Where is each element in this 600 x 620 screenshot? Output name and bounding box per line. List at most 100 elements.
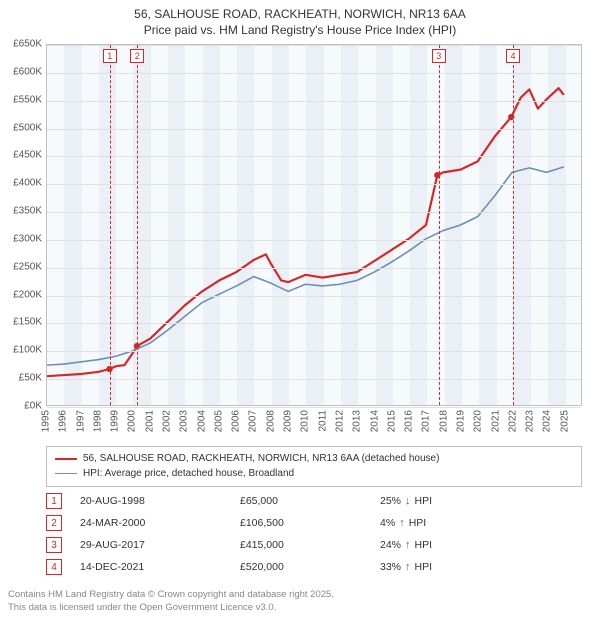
footer-line-2: This data is licensed under the Open Gov…: [8, 602, 334, 614]
y-tick-label: £300K: [13, 233, 42, 244]
x-tick-label: 2024: [542, 410, 553, 432]
chart-title: 56, SALHOUSE ROAD, RACKHEATH, NORWICH, N…: [0, 0, 600, 38]
event-date: 14-DEC-2021: [80, 561, 240, 573]
event-date: 24-MAR-2000: [80, 517, 240, 529]
gridline-horizontal: [47, 73, 581, 74]
arrow-up-icon: ↑: [405, 539, 411, 551]
footer-line-1: Contains HM Land Registry data © Crown c…: [8, 589, 334, 601]
x-tick-label: 2013: [352, 410, 363, 432]
event-row-marker: 2: [46, 515, 62, 531]
event-date: 29-AUG-2017: [80, 539, 240, 551]
gridline-horizontal: [47, 323, 581, 324]
x-tick-label: 2006: [231, 410, 242, 432]
x-axis: 1995199619971998199920002001200220032004…: [46, 406, 582, 446]
x-tick-label: 2018: [438, 410, 449, 432]
event-price: £106,500: [240, 517, 380, 529]
event-delta-pct: 25%: [380, 495, 401, 507]
x-tick-label: 1997: [75, 410, 86, 432]
y-tick-label: £350K: [13, 206, 42, 217]
event-delta: 4% ↑ HPI: [380, 517, 426, 529]
event-row: 120-AUG-1998£65,00025%↓HPI: [46, 490, 582, 512]
event-marker-box: 3: [432, 49, 446, 63]
x-tick-label: 2009: [283, 410, 294, 432]
gridline-horizontal: [47, 240, 581, 241]
x-tick-label: 2000: [127, 410, 138, 432]
gridline-horizontal: [47, 351, 581, 352]
event-vs-label: HPI: [409, 517, 427, 529]
x-tick-label: 2010: [300, 410, 311, 432]
x-tick-label: 2004: [196, 410, 207, 432]
x-tick-label: 1995: [41, 410, 52, 432]
x-tick-label: 2001: [144, 410, 155, 432]
event-date: 20-AUG-1998: [80, 495, 240, 507]
event-vertical-line: [513, 45, 514, 405]
y-tick-label: £550K: [13, 94, 42, 105]
event-delta: 25% ↓ HPI: [380, 495, 432, 507]
title-line-2: Price paid vs. HM Land Registry's House …: [0, 22, 600, 38]
x-tick-label: 2022: [507, 410, 518, 432]
event-vertical-line: [137, 45, 138, 405]
footer-attribution: Contains HM Land Registry data © Crown c…: [8, 589, 334, 614]
y-tick-label: £200K: [13, 289, 42, 300]
x-tick-label: 2017: [421, 410, 432, 432]
arrow-up-icon: ↑: [399, 517, 405, 529]
x-tick-label: 2007: [248, 410, 259, 432]
x-tick-label: 1996: [58, 410, 69, 432]
gridline-horizontal: [47, 379, 581, 380]
x-tick-label: 2021: [490, 410, 501, 432]
y-tick-label: £250K: [13, 261, 42, 272]
event-row: 329-AUG-2017£415,00024%↑HPI: [46, 534, 582, 556]
y-tick-label: £650K: [13, 39, 42, 50]
y-axis: £0K£50K£100K£150K£200K£250K£300K£350K£40…: [0, 44, 46, 406]
x-tick-label: 2019: [455, 410, 466, 432]
x-tick-label: 2003: [179, 410, 190, 432]
event-marker-box: 1: [103, 49, 117, 63]
legend-swatch: [55, 473, 77, 474]
legend-swatch: [55, 458, 77, 460]
event-delta: 33% ↑ HPI: [380, 561, 432, 573]
y-tick-label: £100K: [13, 345, 42, 356]
y-tick-label: £600K: [13, 66, 42, 77]
event-price: £65,000: [240, 495, 380, 507]
event-marker-box: 4: [506, 49, 520, 63]
event-row-marker: 4: [46, 559, 62, 575]
gridline-horizontal: [47, 296, 581, 297]
gridline-horizontal: [47, 184, 581, 185]
event-vs-label: HPI: [415, 539, 433, 551]
gridline-horizontal: [47, 212, 581, 213]
arrow-up-icon: ↑: [405, 561, 411, 573]
event-row: 2 24-MAR-2000£106,5004% ↑ HPI: [46, 512, 582, 534]
x-tick-label: 1998: [92, 410, 103, 432]
series-line-property: [47, 88, 564, 376]
x-tick-label: 2008: [265, 410, 276, 432]
x-tick-label: 2020: [473, 410, 484, 432]
arrow-down-icon: ↓: [405, 495, 411, 507]
gridline-horizontal: [47, 156, 581, 157]
legend: 56, SALHOUSE ROAD, RACKHEATH, NORWICH, N…: [46, 446, 582, 487]
y-tick-label: £50K: [19, 373, 42, 384]
event-price: £520,000: [240, 561, 380, 573]
event-price: £415,000: [240, 539, 380, 551]
legend-item: 56, SALHOUSE ROAD, RACKHEATH, NORWICH, N…: [55, 451, 573, 466]
event-vertical-line: [110, 45, 111, 405]
event-delta-pct: 33%: [380, 561, 401, 573]
x-tick-label: 2015: [386, 410, 397, 432]
event-row: 4 14-DEC-2021£520,00033% ↑ HPI: [46, 556, 582, 578]
gridline-horizontal: [47, 268, 581, 269]
legend-label: 56, SALHOUSE ROAD, RACKHEATH, NORWICH, N…: [83, 451, 439, 466]
legend-item: HPI: Average price, detached house, Broa…: [55, 466, 573, 481]
x-tick-label: 2025: [559, 410, 570, 432]
events-table: 120-AUG-1998£65,00025%↓HPI224-MAR-2000£1…: [46, 490, 582, 578]
x-tick-label: 2023: [525, 410, 536, 432]
gridline-horizontal: [47, 45, 581, 46]
x-tick-label: 1999: [110, 410, 121, 432]
event-vs-label: HPI: [415, 561, 433, 573]
series-line-hpi: [47, 167, 564, 365]
gridline-horizontal: [47, 129, 581, 130]
event-vs-label: HPI: [415, 495, 433, 507]
x-tick-label: 2011: [317, 410, 328, 432]
event-row-marker: 3: [46, 537, 62, 553]
event-delta-pct: 4%: [380, 517, 395, 529]
legend-label: HPI: Average price, detached house, Broa…: [83, 466, 294, 481]
y-tick-label: £400K: [13, 178, 42, 189]
